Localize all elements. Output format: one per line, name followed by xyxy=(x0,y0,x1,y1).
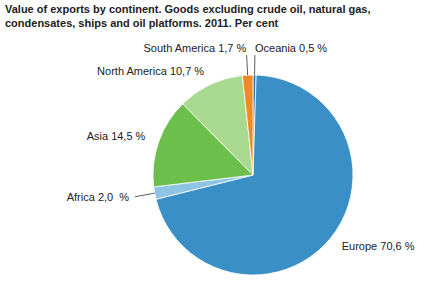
data-label: North America 10,7 % xyxy=(97,65,204,77)
label-value: 10,7 % xyxy=(170,65,204,77)
label-category: South America xyxy=(144,42,216,54)
label-value: 1,7 % xyxy=(218,42,246,54)
slice xyxy=(242,75,253,175)
label-value: 0,5 % xyxy=(299,42,327,54)
data-label: South America 1,7 % xyxy=(144,42,247,54)
label-category: Africa xyxy=(67,191,96,203)
data-label: Africa 2,0 % xyxy=(67,191,130,203)
slices xyxy=(153,75,353,275)
label-category: North America xyxy=(97,65,168,77)
title-line: Value of exports by continent. Goods exc… xyxy=(5,3,371,15)
chart: Value of exports by continent. Goods exc… xyxy=(0,0,442,308)
leader-line xyxy=(254,55,255,75)
title-line: condensates, ships and oil platforms. 20… xyxy=(5,17,279,29)
data-label: Asia 14,5 % xyxy=(87,130,146,142)
data-label: Europe 70,6 % xyxy=(342,239,415,251)
label-category: Oceania xyxy=(255,42,297,54)
label-value: 70,6 % xyxy=(380,239,414,251)
labels: Oceania 0,5 % Europe 70,6 % Africa 2,0 % As… xyxy=(67,42,415,252)
data-label: Oceania 0,5 % xyxy=(255,42,327,54)
label-category: Asia xyxy=(87,130,109,142)
leader-line xyxy=(247,55,248,75)
slice xyxy=(183,76,253,175)
label-value: 14,5 % xyxy=(111,130,145,142)
title: Value of exports by continent. Goods exc… xyxy=(5,3,371,29)
leader-line xyxy=(135,193,155,197)
label-category: Europe xyxy=(342,239,377,251)
label-value: 2,0 % xyxy=(98,191,129,203)
